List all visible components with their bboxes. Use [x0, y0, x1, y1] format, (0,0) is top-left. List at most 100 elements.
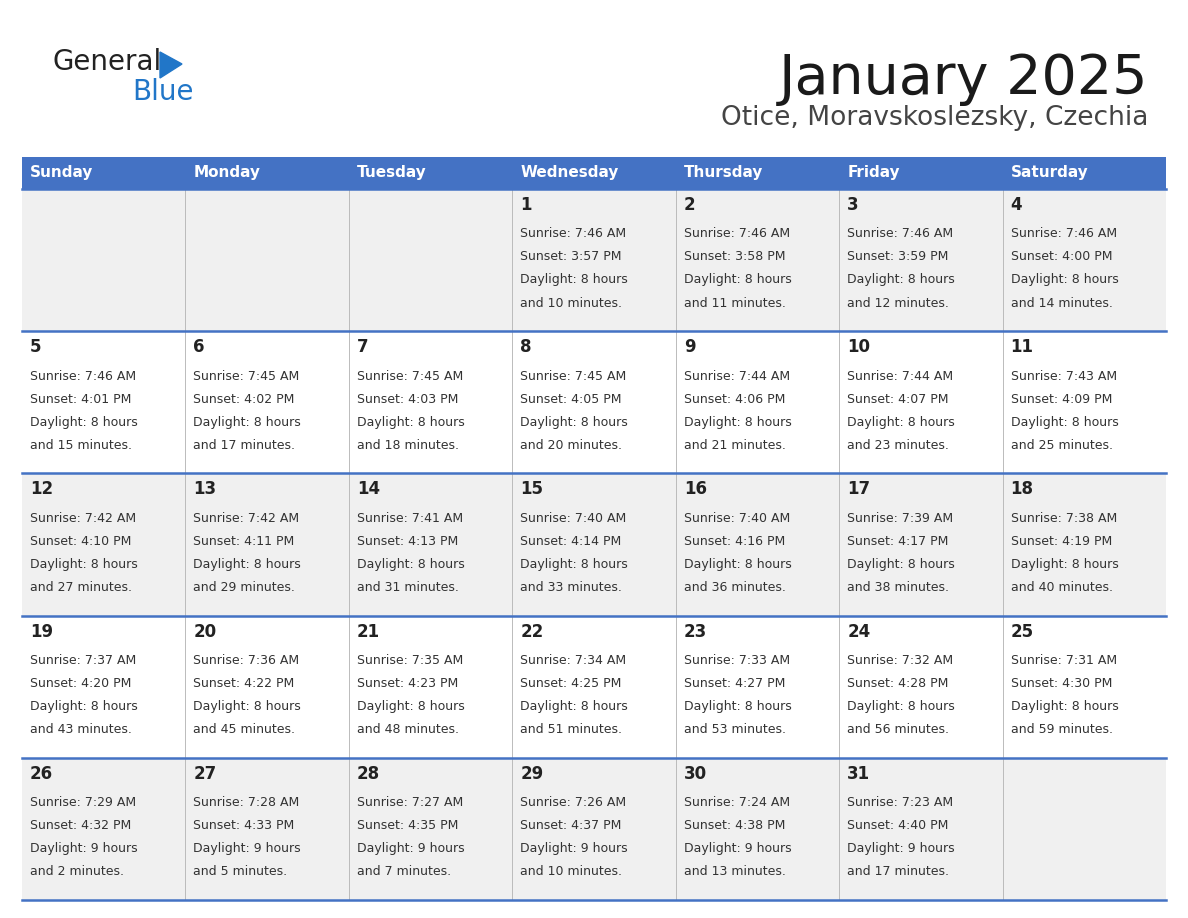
Text: Sunset: 4:25 PM: Sunset: 4:25 PM	[520, 677, 621, 690]
Text: Daylight: 8 hours: Daylight: 8 hours	[1011, 558, 1118, 571]
Text: and 53 minutes.: and 53 minutes.	[684, 723, 785, 736]
Text: General: General	[52, 48, 162, 76]
Text: Thursday: Thursday	[684, 165, 763, 181]
Text: Sunrise: 7:42 AM: Sunrise: 7:42 AM	[194, 512, 299, 525]
Text: and 48 minutes.: and 48 minutes.	[356, 723, 459, 736]
Text: Sunrise: 7:40 AM: Sunrise: 7:40 AM	[684, 512, 790, 525]
Text: and 17 minutes.: and 17 minutes.	[194, 439, 296, 452]
Text: Daylight: 8 hours: Daylight: 8 hours	[520, 700, 628, 713]
Text: and 25 minutes.: and 25 minutes.	[1011, 439, 1113, 452]
Text: Sunrise: 7:44 AM: Sunrise: 7:44 AM	[684, 370, 790, 383]
Text: Sunset: 4:03 PM: Sunset: 4:03 PM	[356, 393, 459, 406]
Text: Sunset: 4:05 PM: Sunset: 4:05 PM	[520, 393, 621, 406]
Text: 4: 4	[1011, 196, 1022, 214]
Text: and 17 minutes.: and 17 minutes.	[847, 866, 949, 879]
Text: Daylight: 8 hours: Daylight: 8 hours	[356, 700, 465, 713]
Text: 30: 30	[684, 765, 707, 783]
Text: Sunset: 4:14 PM: Sunset: 4:14 PM	[520, 535, 621, 548]
Text: and 27 minutes.: and 27 minutes.	[30, 581, 132, 594]
Text: 17: 17	[847, 480, 871, 498]
Text: and 13 minutes.: and 13 minutes.	[684, 866, 785, 879]
Text: Sunrise: 7:37 AM: Sunrise: 7:37 AM	[30, 654, 137, 667]
Text: 14: 14	[356, 480, 380, 498]
Text: Sunset: 4:22 PM: Sunset: 4:22 PM	[194, 677, 295, 690]
Text: Daylight: 8 hours: Daylight: 8 hours	[684, 274, 791, 286]
Bar	[23, 331, 1165, 474]
Text: Sunset: 4:30 PM: Sunset: 4:30 PM	[1011, 677, 1112, 690]
Text: and 10 minutes.: and 10 minutes.	[520, 866, 623, 879]
Text: and 43 minutes.: and 43 minutes.	[30, 723, 132, 736]
Text: Sunrise: 7:34 AM: Sunrise: 7:34 AM	[520, 654, 626, 667]
Text: Sunrise: 7:43 AM: Sunrise: 7:43 AM	[1011, 370, 1117, 383]
Bar	[839, 157, 1003, 189]
Polygon shape	[160, 52, 182, 78]
Text: and 12 minutes.: and 12 minutes.	[847, 297, 949, 309]
Text: Daylight: 9 hours: Daylight: 9 hours	[356, 843, 465, 856]
Text: and 7 minutes.: and 7 minutes.	[356, 866, 451, 879]
Text: Sunset: 4:27 PM: Sunset: 4:27 PM	[684, 677, 785, 690]
Text: 11: 11	[1011, 338, 1034, 356]
Text: Sunrise: 7:46 AM: Sunrise: 7:46 AM	[1011, 228, 1117, 241]
Text: Saturday: Saturday	[1011, 165, 1088, 181]
Text: Sunset: 4:28 PM: Sunset: 4:28 PM	[847, 677, 948, 690]
Text: and 11 minutes.: and 11 minutes.	[684, 297, 785, 309]
Text: Sunset: 4:33 PM: Sunset: 4:33 PM	[194, 819, 295, 833]
Text: and 59 minutes.: and 59 minutes.	[1011, 723, 1113, 736]
Text: and 5 minutes.: and 5 minutes.	[194, 866, 287, 879]
Text: and 15 minutes.: and 15 minutes.	[30, 439, 132, 452]
Text: Blue: Blue	[132, 78, 194, 106]
Bar	[23, 157, 185, 189]
Text: Sunrise: 7:27 AM: Sunrise: 7:27 AM	[356, 796, 463, 809]
Text: and 14 minutes.: and 14 minutes.	[1011, 297, 1112, 309]
Bar	[676, 157, 839, 189]
Text: Sunrise: 7:46 AM: Sunrise: 7:46 AM	[520, 228, 626, 241]
Text: 23: 23	[684, 622, 707, 641]
Text: Sunset: 4:16 PM: Sunset: 4:16 PM	[684, 535, 785, 548]
Text: Sunset: 4:10 PM: Sunset: 4:10 PM	[30, 535, 132, 548]
Bar	[23, 189, 1165, 331]
Text: 25: 25	[1011, 622, 1034, 641]
Text: Daylight: 8 hours: Daylight: 8 hours	[194, 416, 302, 429]
Text: Sunrise: 7:45 AM: Sunrise: 7:45 AM	[356, 370, 463, 383]
Text: and 31 minutes.: and 31 minutes.	[356, 581, 459, 594]
Text: Sunrise: 7:46 AM: Sunrise: 7:46 AM	[30, 370, 137, 383]
Text: Tuesday: Tuesday	[356, 165, 426, 181]
Text: 3: 3	[847, 196, 859, 214]
Text: and 45 minutes.: and 45 minutes.	[194, 723, 296, 736]
Text: Sunrise: 7:35 AM: Sunrise: 7:35 AM	[356, 654, 463, 667]
Text: Sunrise: 7:38 AM: Sunrise: 7:38 AM	[1011, 512, 1117, 525]
Text: 1: 1	[520, 196, 532, 214]
Text: Daylight: 9 hours: Daylight: 9 hours	[847, 843, 955, 856]
Text: and 56 minutes.: and 56 minutes.	[847, 723, 949, 736]
Text: 7: 7	[356, 338, 368, 356]
Text: 9: 9	[684, 338, 695, 356]
Text: and 2 minutes.: and 2 minutes.	[30, 866, 124, 879]
Text: Sunset: 4:07 PM: Sunset: 4:07 PM	[847, 393, 949, 406]
Text: Daylight: 8 hours: Daylight: 8 hours	[847, 700, 955, 713]
Text: Sunrise: 7:45 AM: Sunrise: 7:45 AM	[194, 370, 299, 383]
Text: and 10 minutes.: and 10 minutes.	[520, 297, 623, 309]
Text: 27: 27	[194, 765, 216, 783]
Text: Friday: Friday	[847, 165, 899, 181]
Text: Daylight: 8 hours: Daylight: 8 hours	[1011, 700, 1118, 713]
Text: Daylight: 8 hours: Daylight: 8 hours	[194, 700, 302, 713]
Text: Daylight: 9 hours: Daylight: 9 hours	[30, 843, 138, 856]
Text: Sunrise: 7:46 AM: Sunrise: 7:46 AM	[847, 228, 953, 241]
Text: and 51 minutes.: and 51 minutes.	[520, 723, 623, 736]
Text: Sunday: Sunday	[30, 165, 94, 181]
Text: Sunset: 4:40 PM: Sunset: 4:40 PM	[847, 819, 948, 833]
Text: 21: 21	[356, 622, 380, 641]
Text: Daylight: 8 hours: Daylight: 8 hours	[1011, 416, 1118, 429]
Text: Sunrise: 7:45 AM: Sunrise: 7:45 AM	[520, 370, 626, 383]
Text: 28: 28	[356, 765, 380, 783]
Text: Sunset: 3:59 PM: Sunset: 3:59 PM	[847, 251, 948, 263]
Text: Sunrise: 7:23 AM: Sunrise: 7:23 AM	[847, 796, 953, 809]
Text: Sunset: 4:20 PM: Sunset: 4:20 PM	[30, 677, 132, 690]
Text: Sunrise: 7:26 AM: Sunrise: 7:26 AM	[520, 796, 626, 809]
Text: Sunset: 4:00 PM: Sunset: 4:00 PM	[1011, 251, 1112, 263]
Text: Daylight: 8 hours: Daylight: 8 hours	[356, 558, 465, 571]
Text: 24: 24	[847, 622, 871, 641]
Text: Daylight: 8 hours: Daylight: 8 hours	[194, 558, 302, 571]
Text: Sunset: 4:38 PM: Sunset: 4:38 PM	[684, 819, 785, 833]
Text: Daylight: 8 hours: Daylight: 8 hours	[30, 700, 138, 713]
